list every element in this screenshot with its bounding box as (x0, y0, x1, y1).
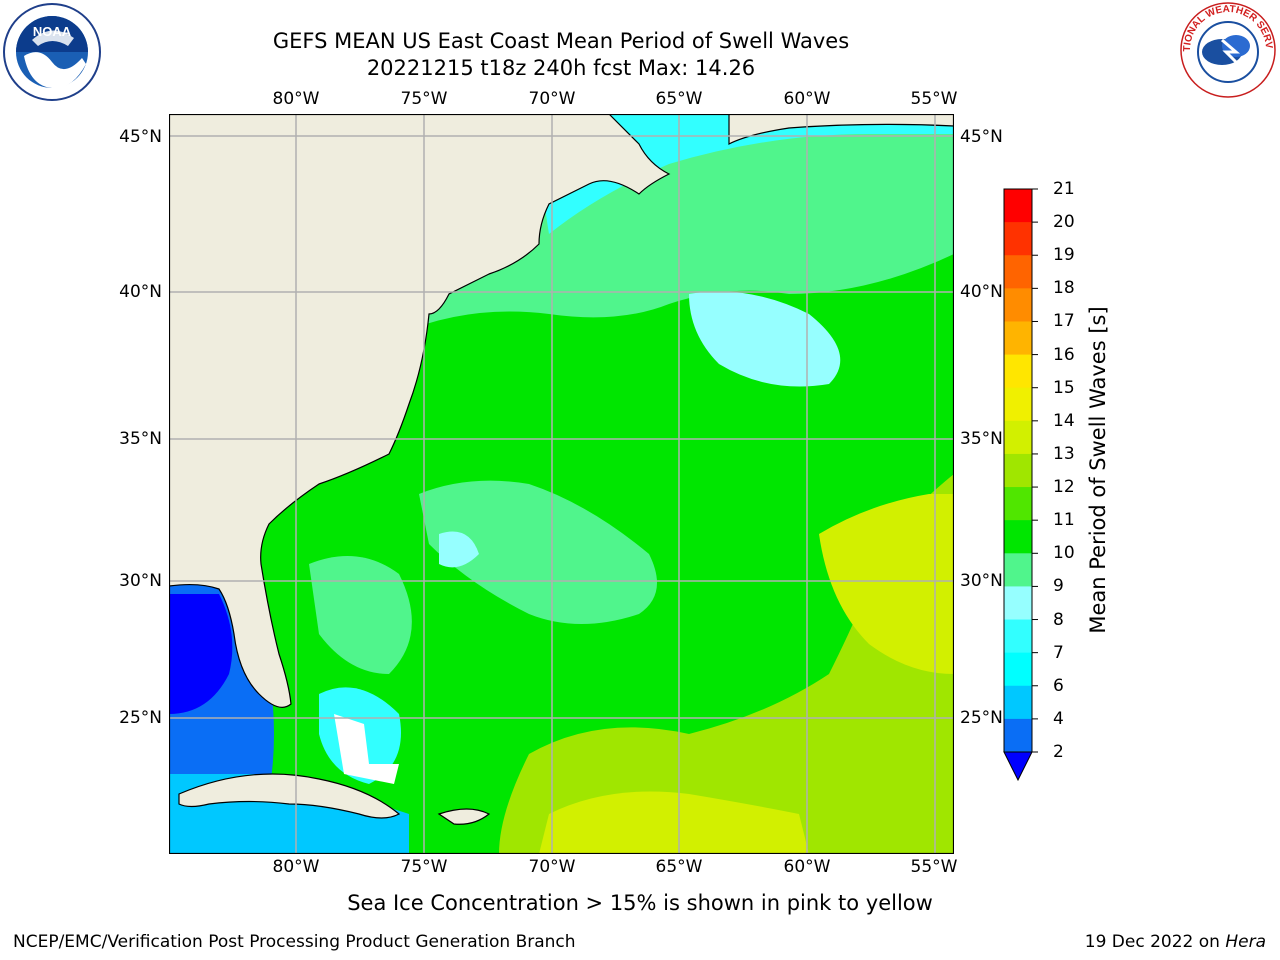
map-grid (169, 114, 954, 854)
colorbar-segment (1004, 453, 1032, 488)
ocean-band-12-13 (499, 474, 954, 854)
colorbar-segment (1004, 718, 1032, 753)
lon-label-top: 55°W (910, 89, 958, 109)
colorbar-tick-label: 12 (1053, 477, 1075, 498)
colorbar-segment (1004, 321, 1032, 356)
ocean-band-13-14-south (539, 791, 809, 854)
lon-label-bottom: 80°W (272, 857, 320, 877)
colorbar-segment (1004, 586, 1032, 621)
title-line-1: GEFS MEAN US East Coast Mean Period of S… (272, 29, 850, 53)
colorbar-tick-label: 4 (1053, 708, 1064, 729)
colorbar-tick-label: 2 (1053, 742, 1064, 762)
lat-label-left: 40°N (119, 282, 162, 302)
nova-scotia-land (728, 114, 954, 145)
colorbar-segment (1004, 520, 1032, 554)
lat-label-left: 35°N (119, 429, 162, 449)
colorbar-tick-label: 19 (1053, 245, 1075, 266)
date-text: 19 Dec 2022 on (1084, 932, 1226, 952)
noaa-logo-text: NOAA (33, 24, 72, 39)
colorbar-segment (1004, 354, 1032, 389)
colorbar (1003, 188, 1038, 782)
hispaniola-land (437, 808, 491, 825)
lat-label-left: 30°N (119, 571, 162, 591)
ocean-band-9-10-central (419, 480, 657, 624)
credit-text: NCEP/EMC/Verification Post Processing Pr… (13, 932, 576, 952)
colorbar-tick-label: 8 (1053, 609, 1064, 630)
lon-label-top: 65°W (655, 89, 703, 109)
colorbar-label: Mean Period of Swell Waves [s] (1086, 306, 1110, 634)
colorbar-segment (1004, 553, 1032, 587)
lon-label-bottom: 70°W (528, 857, 576, 877)
colorbar-segment (1004, 189, 1032, 223)
lat-label-right: 25°N (960, 708, 1003, 728)
colorbar-tick-label: 15 (1053, 377, 1075, 398)
ocean-band-8-9-small (439, 531, 479, 568)
lon-label-bottom: 65°W (655, 857, 703, 877)
ocean-band-gulf-of-maine (539, 114, 954, 234)
colorbar-tick-label: 13 (1053, 443, 1075, 464)
colorbar-tick-label: 20 (1053, 212, 1075, 233)
colorbar-tick-label: 16 (1053, 344, 1075, 365)
lat-label-right: 45°N (960, 127, 1003, 147)
bahamas-banks-white (334, 714, 399, 784)
colorbar-tick-label: 10 (1053, 543, 1075, 564)
ocean-band-9-10-southwest (309, 556, 412, 674)
north-america-land (169, 114, 671, 708)
lon-label-bottom: 60°W (783, 857, 831, 877)
lat-label-left: 45°N (119, 127, 162, 147)
colorbar-tick-label: 6 (1053, 675, 1064, 696)
colorbar-tick-label: 18 (1053, 278, 1075, 299)
gulf-band-below-2 (169, 594, 233, 714)
lat-label-right: 40°N (960, 282, 1003, 302)
colorbar-segment (1004, 619, 1032, 654)
colorbar-segment (1004, 420, 1032, 455)
lat-label-right: 35°N (960, 429, 1003, 449)
colorbar-extend-triangle (1003, 751, 1033, 782)
noaa-logo: NOAA (3, 3, 101, 101)
date-stamp: 19 Dec 2022 on Hera (1085, 932, 1266, 952)
colorbar-segment (1004, 387, 1032, 422)
swell-period-map (169, 114, 954, 854)
colorbar-tick-label: 11 (1053, 510, 1075, 531)
map-frame (169, 114, 954, 854)
nws-logo: NATIONAL WEATHER SERVICE (1178, 0, 1276, 98)
colorbar-tick-label: 14 (1053, 410, 1075, 431)
lat-label-left: 25°N (119, 708, 162, 728)
cuba-land (178, 773, 401, 819)
colorbar-segment (1004, 222, 1032, 256)
colorbar-tick-label: 9 (1053, 576, 1064, 597)
lon-label-top: 60°W (783, 89, 831, 109)
lon-label-bottom: 55°W (910, 857, 958, 877)
lon-label-top: 80°W (272, 89, 320, 109)
footnote-sea-ice: Sea Ice Concentration > 15% is shown in … (347, 891, 933, 915)
colorbar-segment (1004, 487, 1032, 521)
colorbar-tick-label: 21 (1053, 179, 1075, 199)
colorbar-tick-label: 17 (1053, 311, 1075, 332)
colorbar-segment (1004, 685, 1032, 720)
colorbar-segment (1004, 652, 1032, 687)
colorbar-frame (1003, 188, 1033, 753)
title-line-2: 20221215 t18z 240h fcst Max: 14.26 (366, 56, 756, 80)
colorbar-tick-label: 7 (1053, 642, 1064, 663)
lon-label-top: 75°W (400, 89, 448, 109)
lon-label-bottom: 75°W (400, 857, 448, 877)
ocean-band-8-9-north (689, 291, 841, 387)
colorbar-segment (1004, 255, 1032, 289)
machine-name: Hera (1225, 932, 1266, 952)
lat-label-right: 30°N (960, 571, 1003, 591)
colorbar-segment (1004, 288, 1032, 322)
lon-label-top: 70°W (528, 89, 576, 109)
ocean-band-13-14-east (819, 494, 954, 674)
